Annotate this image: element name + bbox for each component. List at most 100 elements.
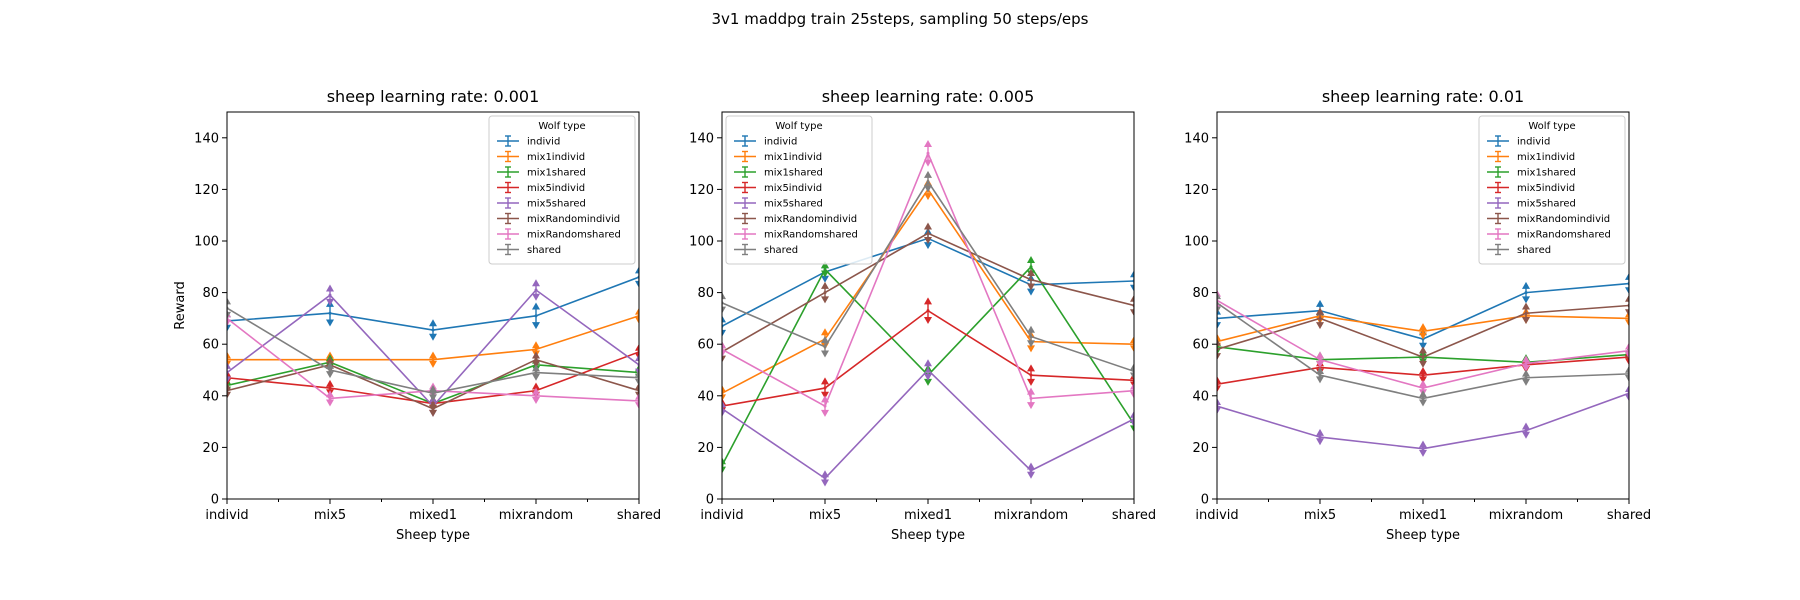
error-cap-bottom [1419, 449, 1427, 457]
error-cap-bottom [821, 409, 829, 417]
x-axis-label: Sheep type [1386, 528, 1460, 543]
error-cap-bottom [1419, 332, 1427, 340]
error-cap-bottom [1027, 471, 1035, 479]
error-cap-bottom [227, 391, 231, 399]
error-cap-top [722, 400, 726, 408]
legend-item-mix1shared: mix1shared [497, 166, 586, 179]
error-cap-top [924, 139, 932, 147]
legend-label: mix1individ [764, 152, 822, 163]
error-cap-top [635, 343, 639, 351]
legend: Wolf type individ mix1individ mix1shared mix… [1478, 115, 1626, 265]
y-tick-label: 100 [1184, 235, 1209, 250]
data-point [1029, 278, 1033, 282]
data-point [823, 476, 827, 480]
error-cap-top [635, 307, 639, 315]
data-point [328, 368, 332, 372]
x-axis-label: Sheep type [891, 528, 965, 543]
error-cap-top [1027, 364, 1035, 372]
error-cap-bottom [1027, 378, 1035, 386]
error-cap-top [532, 364, 540, 372]
legend-item-mix5shared: mix5shared [734, 197, 823, 210]
error-cap-top [1522, 369, 1530, 377]
series-line-mix5shared [722, 368, 1134, 480]
error-cap-top [722, 315, 726, 323]
data-point [1029, 334, 1033, 338]
data-point [1421, 355, 1425, 359]
legend-item-mixRandomindivid: mixRandomindivid [1487, 212, 1610, 225]
error-cap-top [1419, 367, 1427, 374]
error-cap-bottom [1625, 287, 1629, 295]
error-cap-top [1130, 270, 1134, 278]
legend-item-mix1individ: mix1individ [497, 150, 585, 163]
error-cap-bottom [1217, 353, 1221, 361]
error-cap-bottom [1316, 360, 1324, 368]
legend-label: individ [527, 137, 560, 148]
error-cap-top [821, 395, 829, 403]
legend-item-shared: shared [1487, 243, 1551, 256]
error-cap-bottom [1419, 360, 1427, 368]
error-cap-bottom [1625, 351, 1629, 359]
error-cap-bottom [532, 373, 540, 381]
legend-label: mixRandomshared [764, 230, 858, 241]
error-cap-top [227, 382, 231, 390]
error-cap-top [635, 382, 639, 390]
y-tick-label: 40 [1192, 389, 1209, 404]
legend-label: shared [527, 245, 561, 256]
panel-data [227, 266, 639, 417]
legend-item-mix5individ: mix5individ [734, 181, 822, 194]
legend-item-individ: individ [734, 135, 797, 148]
legend-item-mixRandomindivid: mixRandomindivid [734, 212, 857, 225]
error-cap-top [1522, 281, 1530, 289]
legend-item-mixRandomindivid: mixRandomindivid [497, 212, 620, 225]
error-cap-bottom [1027, 345, 1035, 353]
y-tick-label: 20 [1192, 441, 1209, 456]
data-point [1029, 373, 1033, 377]
panel-title: sheep learning rate: 0.005 [822, 87, 1035, 106]
legend-item-mixRandomshared: mixRandomshared [497, 228, 621, 241]
data-point [1524, 429, 1528, 433]
y-tick-label: 40 [697, 389, 714, 404]
error-cap-bottom [722, 355, 726, 363]
legend-item-mixRandomshared: mixRandomshared [734, 228, 858, 241]
figure-suptitle: 3v1 maddpg train 25steps, sampling 50 st… [712, 10, 1089, 28]
data-point [431, 391, 435, 395]
legend-label: mix5individ [764, 183, 822, 194]
data-point [823, 291, 827, 295]
error-cap-bottom [924, 185, 932, 193]
legend-label: individ [764, 137, 797, 148]
legend-box [1478, 115, 1626, 265]
error-cap-top [532, 341, 540, 349]
y-tick-label: 80 [202, 286, 219, 301]
error-cap-bottom [1027, 288, 1035, 296]
error-cap-bottom [1522, 296, 1530, 304]
legend-label: mixRandomshared [1517, 230, 1611, 241]
error-cap-bottom [821, 275, 829, 283]
error-cap-bottom [1625, 358, 1629, 366]
legend-label: mixRandomindivid [764, 214, 857, 225]
y-axis-label: Reward [173, 281, 188, 329]
legend-label: mix1individ [1517, 152, 1575, 163]
data-point [926, 231, 930, 235]
error-cap-bottom [821, 391, 829, 399]
data-point [1421, 396, 1425, 400]
error-cap-top [1130, 363, 1134, 371]
series-mix5individ [722, 297, 1134, 415]
error-cap-bottom [532, 293, 540, 301]
data-point [1421, 373, 1425, 377]
data-point [534, 288, 538, 292]
x-tick-label: shared [1607, 508, 1651, 523]
error-cap-bottom [722, 394, 726, 402]
y-tick-label: 0 [1201, 493, 1209, 508]
data-point [328, 386, 332, 390]
y-tick-label: 140 [194, 131, 219, 146]
error-cap-top [1130, 382, 1134, 390]
error-cap-top [821, 377, 829, 385]
error-cap-top [227, 297, 231, 305]
error-cap-bottom [227, 376, 231, 384]
error-cap-top [635, 392, 639, 400]
error-cap-bottom [1625, 394, 1629, 402]
series-individ [227, 266, 639, 341]
error-cap-top [429, 351, 437, 359]
legend-item-mix1individ: mix1individ [734, 150, 822, 163]
